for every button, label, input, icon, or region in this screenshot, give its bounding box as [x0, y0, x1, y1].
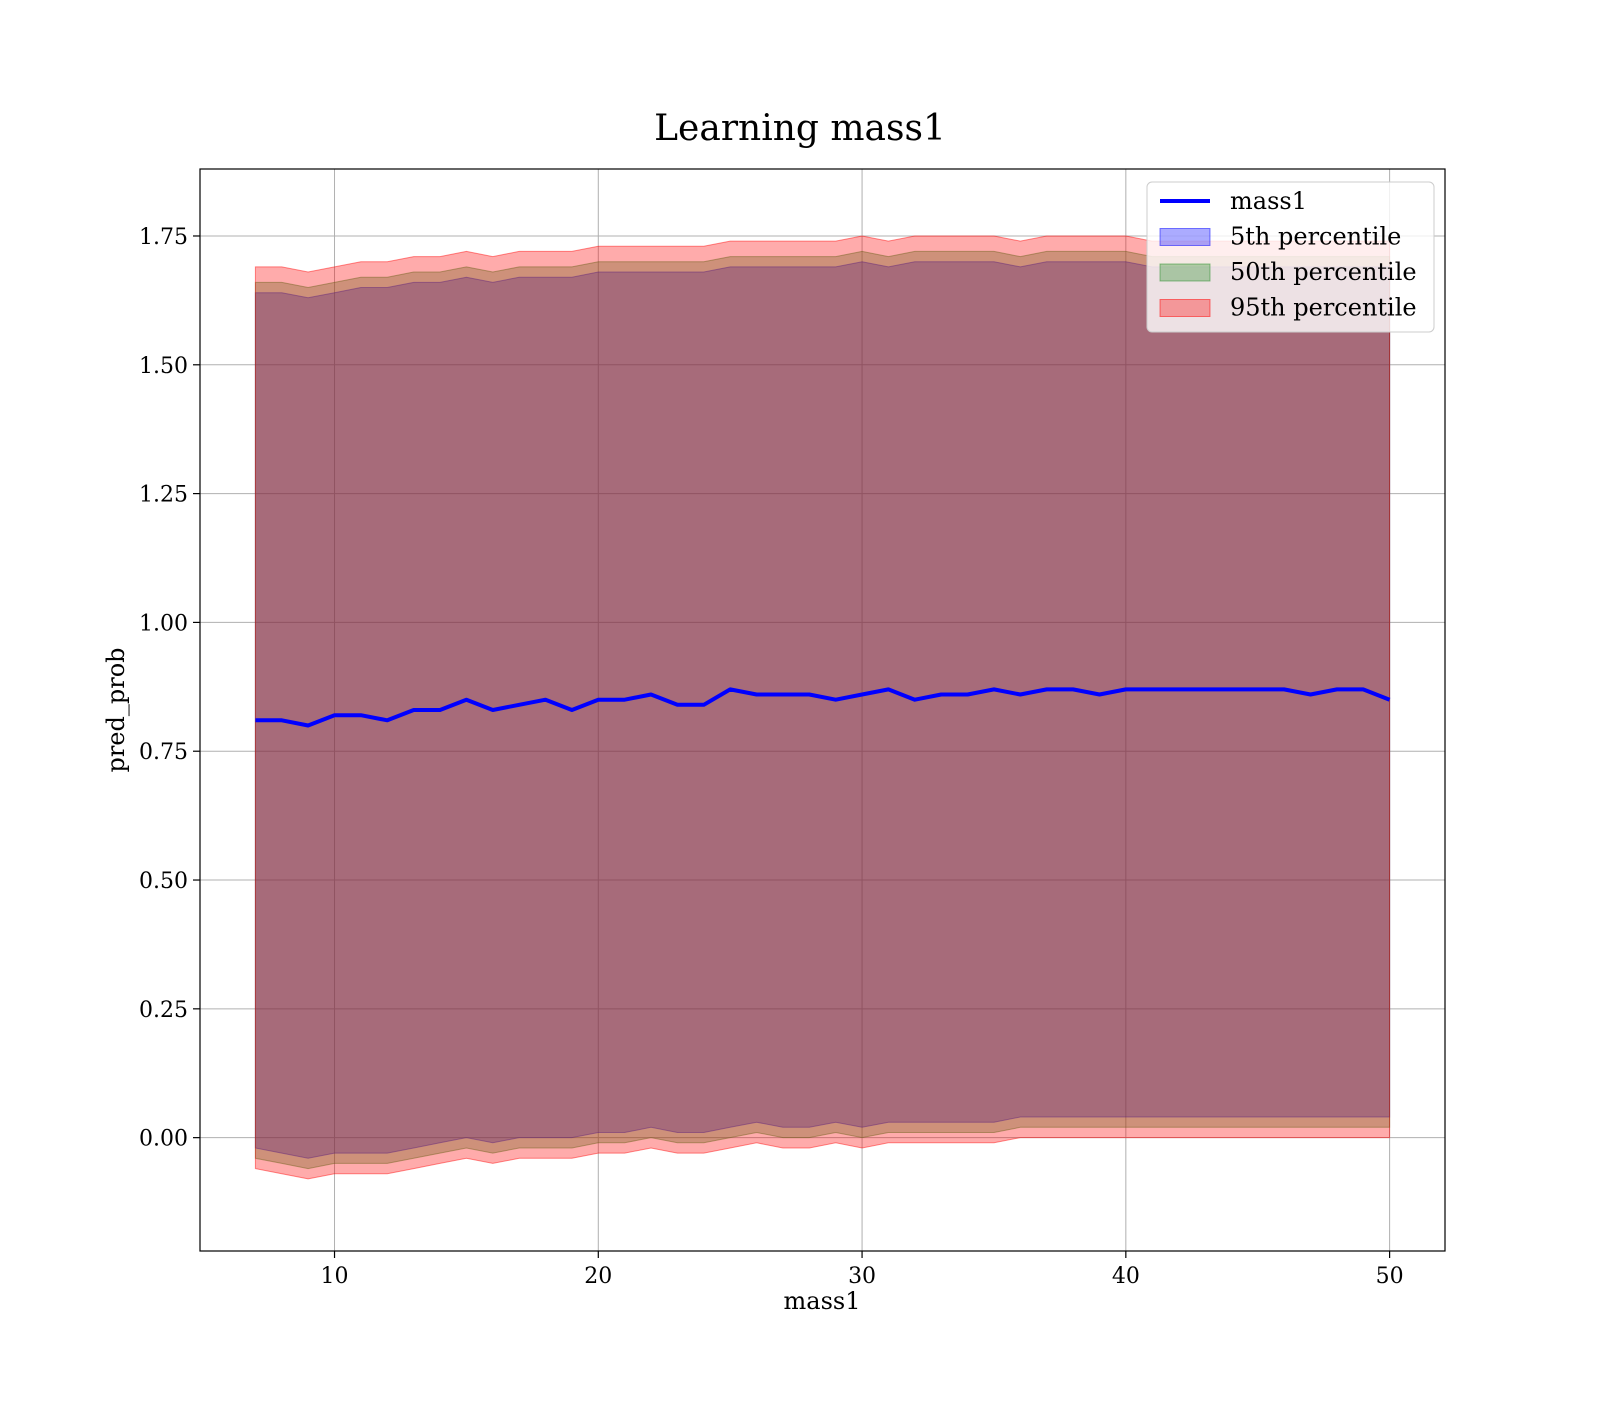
plot-frame	[199, 168, 1446, 1252]
series-lines	[255, 687, 1391, 728]
legend-band-swatch	[1159, 299, 1211, 317]
y-tick-label: 1.50	[139, 354, 188, 379]
legend: mass1 5th percentile 50th percentile 95th p…	[1146, 181, 1435, 333]
series-line-mass1	[255, 687, 1391, 728]
y-tick-label: 0.25	[139, 998, 188, 1023]
y-axis-label: pred_prob	[102, 647, 130, 772]
x-axis-label: mass1	[784, 1287, 861, 1315]
band-5th-percentile	[254, 261, 1391, 1159]
percentile-bands	[254, 235, 1391, 1180]
band-50th-percentile	[254, 250, 1391, 1170]
x-tick-label: 30	[848, 1264, 876, 1289]
x-axis-ticks: 10 20 30 40 50	[321, 1251, 1404, 1289]
legend-label: mass1	[1230, 187, 1307, 215]
legend-label: 5th percentile	[1230, 223, 1401, 251]
legend-band-swatch	[1159, 228, 1211, 246]
x-tick-label: 10	[321, 1264, 349, 1289]
y-tick-label: 1.00	[139, 611, 188, 636]
legend-label: 95th percentile	[1230, 294, 1417, 322]
x-tick-label: 20	[584, 1264, 612, 1289]
y-tick-label: 1.25	[139, 483, 188, 508]
plot-background	[200, 169, 1445, 1251]
y-tick-label: 0.75	[139, 740, 188, 765]
y-tick-label: 0.00	[139, 1127, 188, 1152]
x-tick-label: 50	[1376, 1264, 1404, 1289]
plot-area	[199, 168, 1446, 1252]
y-tick-label: 0.50	[139, 869, 188, 894]
y-axis-ticks: 0.00 0.25 0.50 0.75 1.00 1.25 1.50 1.75	[139, 225, 200, 1152]
x-tick-label: 40	[1112, 1264, 1140, 1289]
legend-frame	[1146, 181, 1435, 333]
grid	[200, 169, 1445, 1251]
chart-title: Learning mass1	[654, 108, 946, 149]
legend-band-swatch	[1159, 263, 1211, 282]
legend-label: 50th percentile	[1230, 258, 1417, 286]
y-tick-label: 1.75	[139, 225, 188, 250]
band-95th-percentile	[254, 235, 1391, 1180]
